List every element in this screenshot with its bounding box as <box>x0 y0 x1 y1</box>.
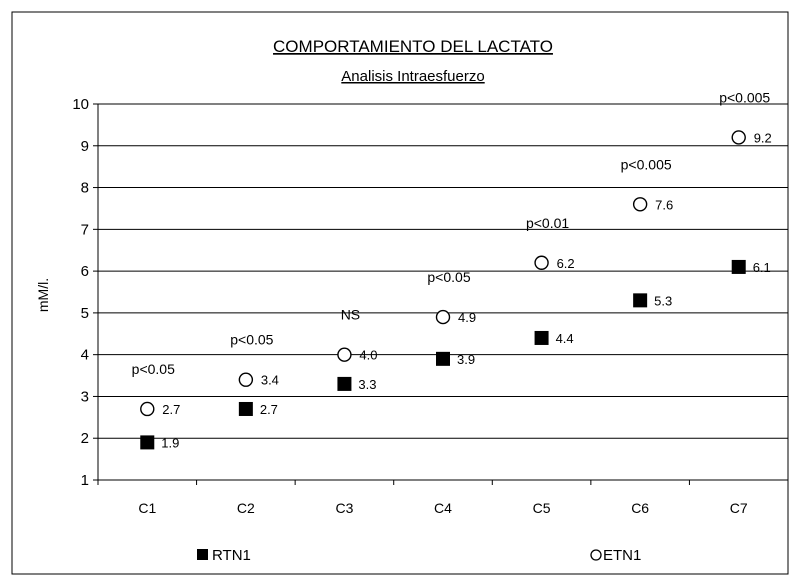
rtn1-data-label: 5.3 <box>654 293 672 308</box>
legend: RTN1 ETN1 <box>197 547 641 564</box>
legend-rtn1-marker-icon <box>197 549 208 560</box>
x-tick-label-c7: C7 <box>730 500 748 516</box>
legend-rtn1-label: RTN1 <box>212 547 251 564</box>
etn1-data-label: 2.7 <box>162 402 180 417</box>
y-tick-label: 10 <box>72 96 89 113</box>
etn1-point-c1 <box>140 401 155 417</box>
y-tick-label: 9 <box>81 138 89 155</box>
chart-title: COMPORTAMIENTO DEL LACTATO <box>273 37 553 56</box>
y-tick-label: 5 <box>81 305 89 322</box>
x-tick-label-c2: C2 <box>237 500 255 516</box>
etn1-data-label: 7.6 <box>655 197 673 212</box>
significance-label-c4: p<0.05 <box>427 269 470 285</box>
y-tick-label: 1 <box>81 472 89 489</box>
x-tick-label-c1: C1 <box>138 500 156 516</box>
etn1-data-label: 4.0 <box>359 348 377 363</box>
y-tick-label: 6 <box>81 263 89 280</box>
significance-label-c2: p<0.05 <box>230 332 273 348</box>
significance-label-c7: p<0.005 <box>719 89 770 105</box>
rtn1-data-label: 3.3 <box>358 377 376 392</box>
y-tick-label: 2 <box>81 430 89 447</box>
rtn1-data-label: 2.7 <box>260 402 278 417</box>
rtn1-point-c7 <box>731 259 746 274</box>
legend-etn1-marker-icon <box>590 549 602 561</box>
significance-label-c3: NS <box>341 307 360 323</box>
significance-label-c5: p<0.01 <box>526 215 569 231</box>
significance-label-c1: p<0.05 <box>132 361 175 377</box>
y-tick-label: 3 <box>81 388 89 405</box>
etn1-data-label: 6.2 <box>557 256 575 271</box>
etn1-point-c6 <box>632 197 648 212</box>
rtn1-data-label: 4.4 <box>556 331 574 346</box>
etn1-point-c7 <box>731 130 746 145</box>
etn1-point-c2 <box>238 372 254 387</box>
y-axis-label: mM/l. <box>35 278 51 312</box>
rtn1-point-c2 <box>238 401 253 416</box>
x-tick-label-c4: C4 <box>434 500 452 516</box>
rtn1-data-label: 1.9 <box>161 435 179 450</box>
grid-lines <box>98 103 788 439</box>
y-tick-label: 4 <box>81 347 89 364</box>
data-marks: 1.9 2.7 3.3 3.9 4.4 5.3 6.1 2.7 3.4 4.0 4.9 6.2 7.6 9… <box>140 130 772 450</box>
rtn1-point-c6 <box>633 293 648 308</box>
significance-label-c6: p<0.005 <box>621 156 672 172</box>
rtn1-point-c5 <box>534 330 549 345</box>
y-tick-label: 7 <box>81 221 89 238</box>
legend-etn1-label: ETN1 <box>603 547 641 564</box>
rtn1-point-c1 <box>140 435 155 450</box>
axes: 1 2 3 4 5 6 7 8 9 10 C1 C2 C3 C4 C5 C6 C7 <box>72 96 789 516</box>
x-tick-label-c6: C6 <box>631 500 649 516</box>
etn1-point-c5 <box>534 255 549 270</box>
rtn1-point-c3 <box>337 376 352 391</box>
rtn1-point-c4 <box>436 351 450 366</box>
etn1-data-label: 3.4 <box>261 373 279 388</box>
significance-annotations: p<0.05 p<0.05 NS p<0.05 p<0.01 p<0.005 p<0.005 <box>132 89 771 377</box>
y-tick-label: 8 <box>81 180 89 197</box>
etn1-data-label: 9.2 <box>754 130 772 145</box>
rtn1-data-label: 6.1 <box>753 260 771 275</box>
rtn1-data-label: 3.9 <box>457 352 475 367</box>
x-tick-label-c5: C5 <box>533 500 551 516</box>
etn1-point-c3 <box>337 347 352 362</box>
etn1-point-c4 <box>435 309 451 325</box>
etn1-data-label: 4.9 <box>458 310 476 325</box>
chart-subtitle: Analisis Intraesfuerzo <box>341 68 484 85</box>
x-tick-label-c3: C3 <box>335 500 353 516</box>
